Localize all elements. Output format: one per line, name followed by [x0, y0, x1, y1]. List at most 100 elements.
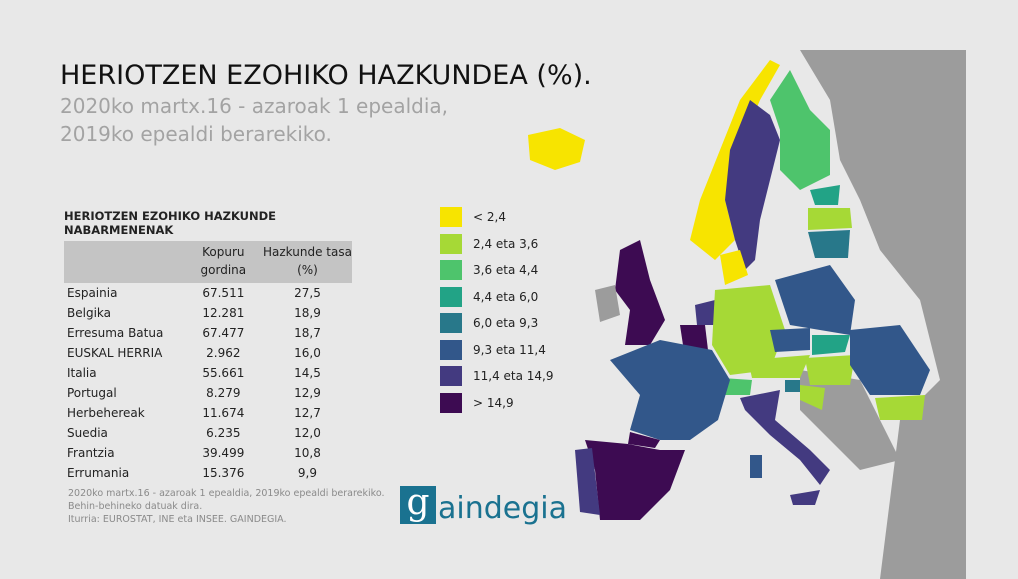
map-balkans-other: [800, 370, 900, 470]
map-czechia: [770, 328, 810, 352]
map-france: [610, 340, 730, 440]
count-cell: 67.477: [202, 326, 245, 340]
legend-swatch: [440, 207, 462, 227]
count-cell: 15.376: [202, 466, 245, 480]
legend-label: 6,0 eta 9,3: [473, 316, 539, 330]
map-denmark: [720, 250, 748, 285]
header-rate: Hazkunde tasa (%): [262, 245, 352, 277]
legend-swatch: [440, 339, 462, 360]
country-cell: Espainia: [67, 286, 118, 300]
legend-item: > 14,9: [440, 392, 554, 413]
map-poland: [775, 265, 855, 335]
legend-swatch: [440, 313, 462, 333]
table-row: Frantzia 39.499 10,8: [64, 443, 352, 463]
legend-item: 6,0 eta 9,3: [440, 313, 554, 333]
table-row: Erresuma Batua 67.477 18,7: [64, 323, 352, 343]
map-legend: < 2,4 2,4 eta 3,6 3,6 eta 4,4 4,4 eta 6,0 6,…: [440, 207, 554, 419]
table-header: Kopuru gordina Hazkunde tasa (%): [64, 241, 352, 283]
footnotes: 2020ko martx.16 - azaroak 1 epealdia, 20…: [68, 487, 385, 526]
map-netherlands: [695, 300, 715, 325]
map-switzerland: [722, 378, 752, 395]
table-row: Errumania 15.376 9,9: [64, 463, 352, 483]
legend-item: 2,4 eta 3,6: [440, 233, 554, 254]
table-row: Portugal 8.279 12,9: [64, 383, 352, 403]
rate-cell: 12,7: [294, 406, 321, 420]
map-portugal: [575, 448, 600, 515]
map-latvia: [808, 208, 852, 230]
count-cell: 8.279: [206, 386, 241, 400]
subtitle-line-2: 2019ko epealdi berarekiko.: [60, 122, 332, 146]
table-row: Suedia 6.235 12,0: [64, 423, 352, 443]
legend-item: 9,3 eta 11,4: [440, 339, 554, 360]
rate-cell: 10,8: [294, 446, 321, 460]
rate-cell: 16,0: [294, 346, 321, 360]
legend-swatch: [440, 233, 462, 254]
map-estonia: [810, 185, 840, 205]
map-belgium: [680, 325, 708, 350]
map-russia-other: [800, 50, 966, 579]
map-germany: [712, 285, 785, 375]
map-sweden: [725, 100, 780, 270]
map-slovenia: [785, 380, 800, 392]
table-row: Italia 55.661 14,5: [64, 363, 352, 383]
legend-item: 11,4 eta 14,9: [440, 366, 554, 386]
logo-mark: g: [400, 485, 436, 524]
map-iceland: [528, 128, 585, 170]
map-bulgaria: [875, 395, 925, 420]
gaindegia-logo: g aindegia: [400, 485, 567, 526]
legend-label: 3,6 eta 4,4: [473, 263, 539, 277]
rate-cell: 27,5: [294, 286, 321, 300]
country-cell: Frantzia: [67, 446, 115, 460]
map-spain: [585, 440, 685, 520]
count-cell: 67.511: [202, 286, 245, 300]
map-finland: [770, 70, 830, 190]
legend-item: < 2,4: [440, 207, 554, 227]
map-italy: [740, 390, 830, 485]
count-cell: 11.674: [202, 406, 245, 420]
map-basque-country: [628, 432, 660, 448]
legend-label: < 2,4: [473, 210, 506, 224]
map-lithuania: [808, 230, 850, 258]
count-cell: 55.661: [202, 366, 245, 380]
country-cell: Errumania: [67, 466, 130, 480]
rate-cell: 12,0: [294, 426, 321, 440]
map-sicily: [790, 490, 820, 505]
table-row: Espainia 67.511 27,5: [64, 283, 352, 303]
note-line: Iturria: EUROSTAT, INE eta INSEE. GAINDE…: [68, 514, 287, 525]
rate-cell: 9,9: [297, 466, 318, 480]
rate-cell: 12,9: [294, 386, 321, 400]
table-row: EUSKAL HERRIA 2.962 16,0: [64, 343, 352, 363]
legend-swatch: [440, 260, 462, 280]
legend-item: 3,6 eta 4,4: [440, 260, 554, 280]
map-croatia: [800, 385, 825, 410]
rate-cell: 14,5: [294, 366, 321, 380]
table-row: Belgika 12.281 18,9: [64, 303, 352, 323]
count-cell: 6.235: [206, 426, 241, 440]
map-slovakia: [812, 335, 850, 355]
map-romania: [850, 325, 930, 395]
country-cell: Erresuma Batua: [67, 326, 164, 340]
table-title: HERIOTZEN EZOHIKO HAZKUNDE NABARMENENAK: [64, 209, 277, 237]
table-row: Herbehereak 11.674 12,7: [64, 403, 352, 423]
country-cell: EUSKAL HERRIA: [67, 346, 163, 360]
logo-text: aindegia: [438, 491, 567, 526]
subtitle-line-1: 2020ko martx.16 - azaroak 1 epealdia,: [60, 94, 449, 118]
page-title: HERIOTZEN EZOHIKO HAZKUNDEA (%).: [60, 60, 592, 91]
count-cell: 2.962: [206, 346, 241, 360]
legend-swatch: [440, 392, 462, 413]
legend-label: 2,4 eta 3,6: [473, 236, 539, 251]
country-cell: Suedia: [67, 426, 108, 440]
map-ireland: [595, 285, 620, 322]
rate-cell: 18,9: [294, 306, 321, 320]
legend-item: 4,4 eta 6,0: [440, 286, 554, 307]
legend-swatch: [440, 366, 462, 386]
map-austria: [748, 355, 810, 378]
legend-label: 9,3 eta 11,4: [473, 342, 546, 357]
note-line: 2020ko martx.16 - azaroak 1 epealdia, 20…: [68, 488, 385, 499]
legend-label: 11,4 eta 14,9: [473, 369, 554, 383]
country-cell: Belgika: [67, 306, 111, 320]
country-cell: Portugal: [67, 386, 117, 400]
map-hungary: [805, 355, 855, 385]
country-cell: Herbehereak: [67, 406, 145, 420]
